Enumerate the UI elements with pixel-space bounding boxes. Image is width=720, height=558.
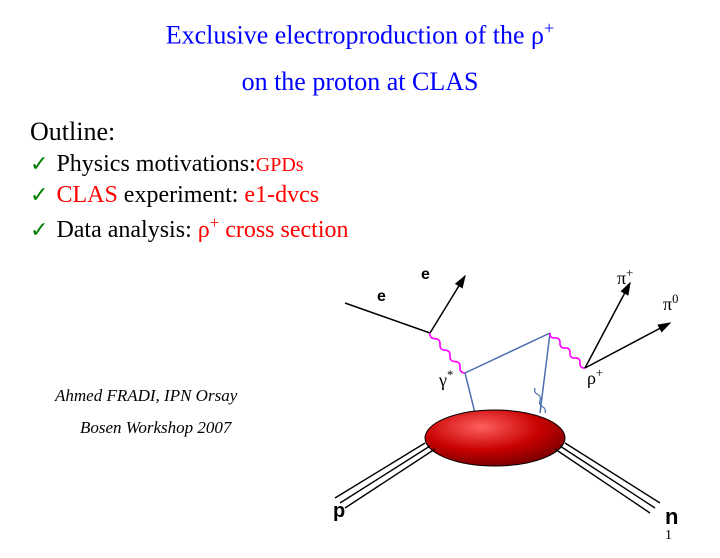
label-e-out: e <box>421 266 430 284</box>
label-n: n <box>665 504 678 530</box>
label-e-in: e <box>377 288 386 306</box>
workshop-line: Bosen Workshop 2007 <box>80 418 231 438</box>
feynman-diagram: e e γ* ρ+ π+ π0 p n <box>315 268 715 548</box>
outline-item-text: Data analysis: ρ+ cross section <box>56 213 348 244</box>
outline-heading: Outline: <box>30 117 720 147</box>
title-pre: Exclusive electroproduction of the <box>166 21 531 50</box>
outline-item: ✓ Physics motivations:GPDs <box>30 151 720 178</box>
title-rho: ρ <box>531 21 544 50</box>
title-super: + <box>544 18 554 38</box>
title-line1: Exclusive electroproduction of the ρ+ <box>0 18 720 51</box>
outline-item: ✓ CLAS experiment: e1-dvcs <box>30 182 720 209</box>
check-icon: ✓ <box>30 217 48 243</box>
check-icon: ✓ <box>30 182 48 208</box>
label-p: p <box>333 500 345 523</box>
outline-item: ✓ Data analysis: ρ+ cross section <box>30 213 720 244</box>
title-line2: on the proton at CLAS <box>0 67 720 97</box>
outline-item-text: CLAS experiment: e1-dvcs <box>56 182 319 209</box>
label-gamma-star: γ* <box>439 368 453 391</box>
outline: Outline: ✓ Physics motivations:GPDs ✓ CLAS … <box>30 117 720 244</box>
check-icon: ✓ <box>30 151 48 177</box>
label-pi-plus: π+ <box>617 266 633 289</box>
label-pi-zero: π0 <box>663 292 678 315</box>
outline-item-text: Physics motivations:GPDs <box>56 151 303 178</box>
author-line: Ahmed FRADI, IPN Orsay <box>55 386 237 406</box>
label-rho-plus: ρ+ <box>587 366 603 389</box>
